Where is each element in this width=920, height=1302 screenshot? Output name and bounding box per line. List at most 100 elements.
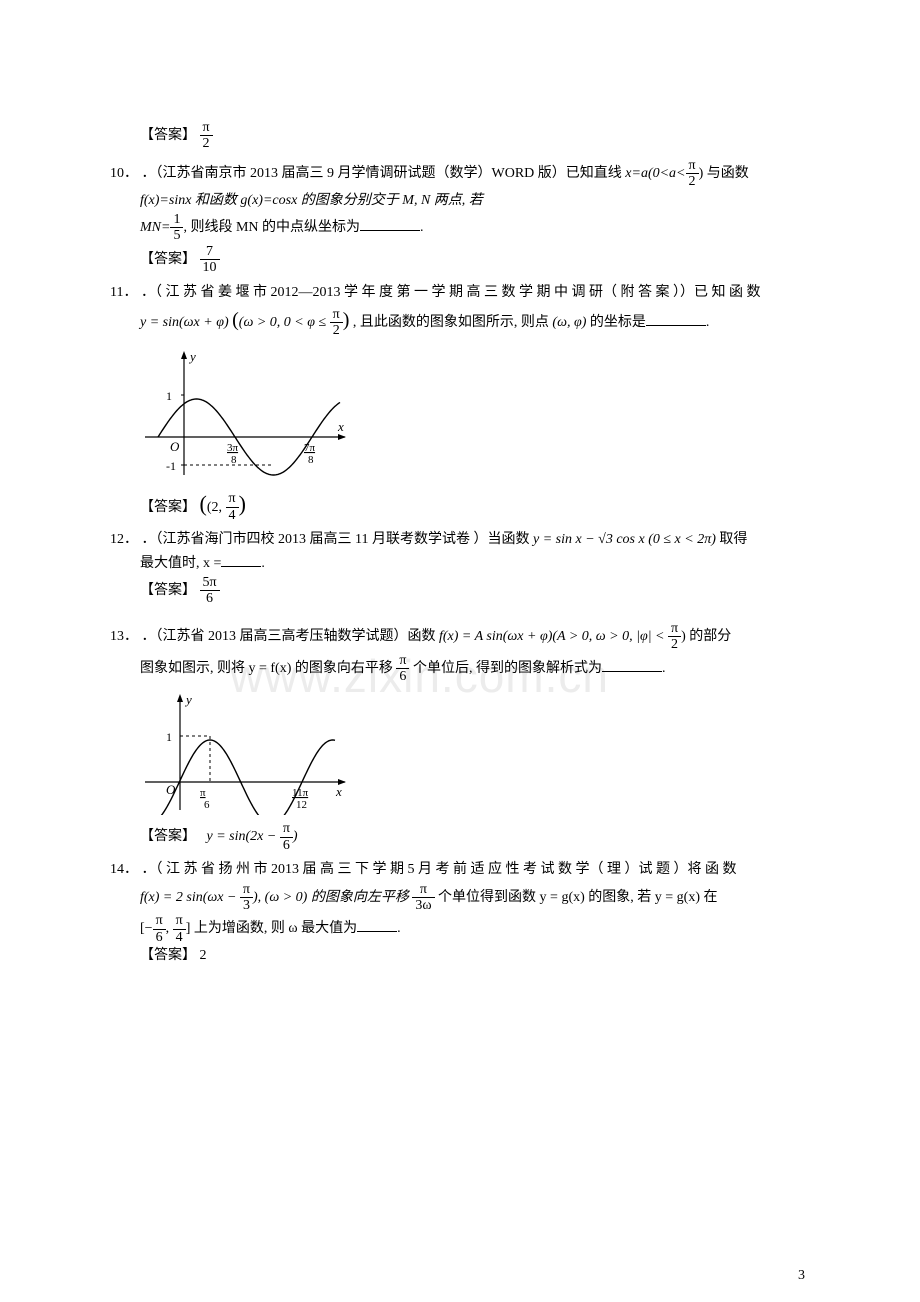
paren: ( bbox=[200, 491, 207, 516]
answer-label: 【答案】 bbox=[140, 583, 196, 598]
q13-answer: 【答案】 y = sin(2x − π6) bbox=[140, 821, 810, 853]
q12-line2: 最大值时, x =. bbox=[140, 552, 810, 575]
svg-text:y: y bbox=[184, 692, 192, 707]
frac-num: π bbox=[686, 158, 699, 174]
content: 【答案】 π2 10． ．（江苏省南京市 2013 届高三 9 月学情调研试题（… bbox=[110, 120, 810, 968]
frac-den: 5 bbox=[170, 228, 183, 243]
paren: ) bbox=[239, 491, 246, 516]
frac-den: 2 bbox=[330, 323, 343, 338]
svg-text:x: x bbox=[337, 419, 344, 434]
q14-answer: 【答案】 2 bbox=[140, 945, 810, 967]
text: ) 的部分 bbox=[681, 629, 731, 644]
q12: 12． ．（江苏省海门市四校 2013 届高三 11 月联考数学试卷 ）当函数 … bbox=[110, 529, 810, 551]
svg-text:1: 1 bbox=[166, 730, 172, 744]
svg-text:12: 12 bbox=[296, 799, 307, 811]
page-number: 3 bbox=[798, 1268, 805, 1284]
q10: 10． ．（江苏省南京市 2013 届高三 9 月学情调研试题（数学）WORD … bbox=[110, 158, 810, 190]
cond: (ω > 0, 0 < φ ≤ bbox=[239, 315, 330, 330]
blank bbox=[221, 552, 261, 567]
q12-answer: 【答案】 5π6 bbox=[140, 575, 810, 607]
frac-num: π bbox=[240, 882, 253, 898]
q-text: ．（江苏省海门市四校 2013 届高三 11 月联考数学试卷 ）当函数 bbox=[142, 532, 533, 547]
frac-den: 10 bbox=[200, 260, 220, 275]
text: (2, bbox=[207, 500, 226, 515]
text: , bbox=[166, 921, 173, 936]
answer-label: 【答案】 bbox=[140, 500, 196, 515]
text: . bbox=[706, 315, 710, 330]
q-num: 11． bbox=[110, 285, 137, 300]
text: , 且此函数的图象如图所示, 则点 bbox=[353, 315, 549, 330]
blank bbox=[646, 311, 706, 326]
expr: f(x)=sinx 和函数 g(x)=cosx 的图象分别交于 M, N 两点,… bbox=[140, 193, 483, 208]
frac-num: π bbox=[412, 882, 434, 898]
text: [− bbox=[140, 921, 153, 936]
blank bbox=[360, 216, 420, 231]
frac-num: 5π bbox=[200, 575, 220, 591]
answer-label: 【答案】 bbox=[140, 252, 196, 267]
expr: MN= bbox=[140, 220, 170, 235]
svg-text:3π: 3π bbox=[227, 442, 239, 454]
blank bbox=[357, 917, 397, 932]
svg-text:7π: 7π bbox=[304, 442, 316, 454]
frac-num: 1 bbox=[170, 212, 183, 228]
text: . bbox=[662, 661, 666, 676]
text: , 则线段 MN 的中点纵坐标为 bbox=[183, 220, 360, 235]
frac-den: 2 bbox=[686, 174, 699, 189]
frac-num: π bbox=[330, 307, 343, 323]
expr: y = sin(2x − bbox=[207, 829, 280, 844]
frac-den: 3 bbox=[240, 898, 253, 913]
frac-num: π bbox=[226, 491, 239, 507]
q14: 14． ．（ 江 苏 省 扬 州 市 2013 届 高 三 下 学 期 5 月 … bbox=[110, 859, 810, 881]
q-text: ．（ 江 苏 省 扬 州 市 2013 届 高 三 下 学 期 5 月 考 前 … bbox=[142, 862, 737, 877]
q-text: ．（江苏省南京市 2013 届高三 9 月学情调研试题（数学）WORD 版）已知… bbox=[142, 166, 626, 181]
expr: (ω, φ) bbox=[552, 315, 586, 330]
q10-answer: 【答案】 710 bbox=[140, 244, 810, 276]
answer-label: 【答案】 bbox=[140, 948, 196, 963]
frac-den: 6 bbox=[153, 930, 166, 945]
frac-num: π bbox=[153, 913, 166, 929]
svg-text:8: 8 bbox=[308, 454, 314, 466]
svg-text:y: y bbox=[188, 349, 196, 364]
q11-line2: y = sin(ωx + φ) ((ω > 0, 0 < φ ≤ π2) , 且… bbox=[140, 304, 810, 339]
paren: ) bbox=[343, 309, 350, 331]
expr: x=a(0<a< bbox=[625, 166, 685, 181]
frac-den: 4 bbox=[226, 508, 239, 523]
q-num: 10． bbox=[110, 166, 138, 181]
text: . bbox=[397, 921, 401, 936]
svg-text:8: 8 bbox=[231, 454, 237, 466]
q14-line2: f(x) = 2 sin(ωx − π3), (ω > 0) 的图象向左平移 π… bbox=[140, 882, 810, 914]
frac-den: 6 bbox=[200, 591, 220, 606]
q11-chart: yxO1-13π87π8 bbox=[140, 345, 350, 480]
q13: 13． ．（江苏省 2013 届高三高考压轴数学试题）函数 f(x) = A s… bbox=[110, 621, 810, 653]
text: . bbox=[261, 556, 265, 571]
q13-line2: 图象如图示, 则将 y = f(x) 的图象向右平移 π6 个单位后, 得到的图… bbox=[140, 653, 810, 685]
answer-label: 【答案】 bbox=[140, 128, 196, 143]
svg-text:-1: -1 bbox=[166, 459, 176, 473]
text: ] 上为增函数, 则 ω 最大值为 bbox=[186, 921, 357, 936]
expr: ), (ω > 0) 的图象向左平移 bbox=[253, 890, 412, 905]
q-text: ．（江苏省 2013 届高三高考压轴数学试题）函数 bbox=[142, 629, 440, 644]
q11-answer: 【答案】 ((2, π4) bbox=[140, 486, 810, 524]
expr: y = sin x − √3 cos x (0 ≤ x < 2π) bbox=[533, 532, 716, 547]
expr: y = sin(ωx + φ) bbox=[140, 315, 229, 330]
text: 的坐标是 bbox=[590, 315, 646, 330]
q10-line2: f(x)=sinx 和函数 g(x)=cosx 的图象分别交于 M, N 两点,… bbox=[140, 190, 810, 212]
svg-text:1: 1 bbox=[166, 389, 172, 403]
text: 个单位后, 得到的图象解析式为 bbox=[409, 661, 602, 676]
frac-den: 2 bbox=[668, 637, 681, 652]
expr: f(x) = 2 sin(ωx − bbox=[140, 890, 240, 905]
q9-answer: 【答案】 π2 bbox=[140, 120, 810, 152]
q-num: 12． bbox=[110, 532, 138, 547]
frac-num: π bbox=[668, 621, 681, 637]
q14-line3: [−π6, π4] 上为增函数, 则 ω 最大值为. bbox=[140, 913, 810, 945]
q-num: 14． bbox=[110, 862, 138, 877]
svg-text:O: O bbox=[166, 782, 176, 797]
svg-text:x: x bbox=[335, 784, 342, 799]
text: 图象如图示, 则将 y = f(x) 的图象向右平移 bbox=[140, 661, 396, 676]
blank bbox=[602, 657, 662, 672]
q10-line3: MN=15, 则线段 MN 的中点纵坐标为. bbox=[140, 212, 810, 244]
q-text: ．（ 江 苏 省 姜 堰 市 2012—2013 学 年 度 第 一 学 期 高… bbox=[141, 285, 761, 300]
svg-text:O: O bbox=[170, 439, 180, 454]
frac-den: 2 bbox=[200, 136, 213, 151]
text: . bbox=[420, 220, 424, 235]
